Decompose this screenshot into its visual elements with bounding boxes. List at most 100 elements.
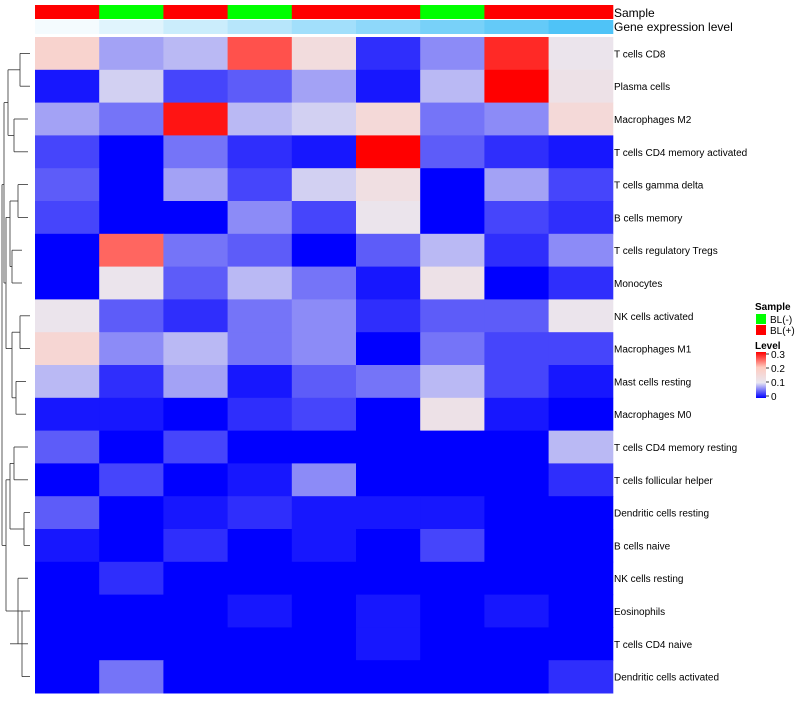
heatmap-cell — [356, 168, 421, 202]
heatmap-cell — [484, 594, 550, 628]
row-label: Dendritic cells activated — [614, 673, 719, 684]
heatmap-cell — [356, 37, 421, 71]
heatmap-cell — [227, 233, 293, 268]
heatmap-cell — [548, 660, 614, 694]
heatmap-cell — [227, 496, 293, 530]
heatmap-cell — [356, 561, 421, 596]
row-label: T cells follicular helper — [614, 476, 713, 487]
heatmap-cell — [484, 463, 550, 497]
heatmap-cell — [163, 37, 229, 71]
heatmap-cell — [291, 529, 357, 563]
row-label: Monocytes — [614, 279, 662, 290]
legend-level-tick-label: 0.1 — [771, 378, 785, 389]
row-label: T cells CD8 — [614, 49, 666, 60]
heatmap-cell — [35, 463, 100, 497]
heatmap-cell — [484, 430, 550, 464]
heatmap-cell — [291, 365, 357, 399]
legend-level-title: Level — [755, 341, 781, 352]
heatmap-cell — [99, 37, 164, 71]
heatmap-cell — [163, 529, 229, 563]
heatmap-cell — [356, 69, 421, 104]
heatmap-cell — [484, 201, 550, 235]
heatmap-cell — [291, 299, 357, 333]
heatmap-cell — [548, 627, 614, 661]
row-label: T cells gamma delta — [614, 181, 704, 192]
heatmap-cell — [356, 463, 421, 497]
heatmap-cell — [35, 168, 100, 202]
heatmap-cell — [227, 201, 293, 235]
gene-expression-annotation-cell — [356, 20, 421, 34]
heatmap-cell — [484, 299, 550, 333]
sample-annotation-cell — [420, 5, 485, 19]
heatmap-cell — [420, 660, 485, 694]
heatmap-cell — [227, 69, 293, 104]
heatmap-cell — [99, 69, 164, 104]
heatmap-cell — [484, 627, 550, 661]
heatmap-cell — [548, 561, 614, 596]
heatmap-cell — [227, 594, 293, 628]
heatmap-cell — [227, 660, 293, 694]
gene-expression-annotation-cell — [484, 20, 550, 34]
heatmap-cell — [291, 627, 357, 661]
heatmap-cell — [356, 266, 421, 300]
gene-expression-annotation-cell — [163, 20, 229, 34]
heatmap-cell — [484, 365, 550, 399]
heatmap-cell — [163, 69, 229, 104]
heatmap-cell — [35, 529, 100, 563]
heatmap-cell — [35, 561, 100, 596]
heatmap-cell — [420, 594, 485, 628]
heatmap-cell — [291, 561, 357, 596]
heatmap-cell — [356, 529, 421, 563]
heatmap-cell — [99, 135, 164, 169]
heatmap-cell — [99, 529, 164, 563]
heatmap-cell — [35, 365, 100, 399]
gene-expression-annotation-bar — [35, 20, 614, 34]
heatmap-cell — [484, 561, 550, 596]
heatmap-cell — [35, 299, 100, 333]
heatmap-cell — [356, 496, 421, 530]
heatmap-cell — [356, 102, 421, 136]
heatmap-cell — [356, 365, 421, 399]
heatmap-cell — [291, 660, 357, 694]
gene-expression-annotation-label: Gene expression level — [614, 20, 733, 34]
heatmap-cell — [35, 135, 100, 169]
heatmap-cell — [484, 496, 550, 530]
heatmap-cell — [356, 397, 421, 432]
heatmap-cell — [484, 102, 550, 136]
legend-level-tick-label: 0.2 — [771, 364, 785, 375]
row-label: Eosinophils — [614, 607, 665, 618]
heatmap-cell — [291, 201, 357, 235]
heatmap-cell — [548, 201, 614, 235]
legend-level-tick-label: 0.3 — [771, 350, 785, 361]
heatmap-cell — [163, 135, 229, 169]
sample-annotation-cell — [99, 5, 164, 19]
heatmap-cell — [548, 37, 614, 71]
row-label: NK cells resting — [614, 574, 683, 585]
heatmap-cell — [163, 594, 229, 628]
heatmap-cell — [548, 69, 614, 104]
heatmap-cell — [35, 660, 100, 694]
heatmap-cell — [356, 233, 421, 268]
heatmap-cell — [99, 102, 164, 136]
heatmap-cell — [291, 594, 357, 628]
legend-sample-items: BL(-)BL(+) — [756, 314, 795, 337]
heatmap-cell — [99, 463, 164, 497]
heatmap-cell — [99, 332, 164, 366]
heatmap-cell — [227, 561, 293, 596]
legend-sample-label: BL(-) — [770, 315, 792, 326]
heatmap-cell — [420, 496, 485, 530]
row-label: T cells CD4 memory resting — [614, 443, 737, 454]
heatmap-cell — [484, 397, 550, 432]
heatmap-cell — [99, 561, 164, 596]
heatmap-cell — [99, 397, 164, 432]
heatmap-cell — [291, 135, 357, 169]
heatmap-cell — [35, 37, 100, 71]
row-label: Plasma cells — [614, 82, 670, 93]
gene-expression-annotation-cell — [227, 20, 293, 34]
heatmap-cell — [35, 201, 100, 235]
heatmap-cell — [356, 332, 421, 366]
heatmap-cell — [35, 594, 100, 628]
heatmap-cell — [548, 529, 614, 563]
gene-expression-annotation-cell — [291, 20, 357, 34]
heatmap-cell — [548, 233, 614, 268]
